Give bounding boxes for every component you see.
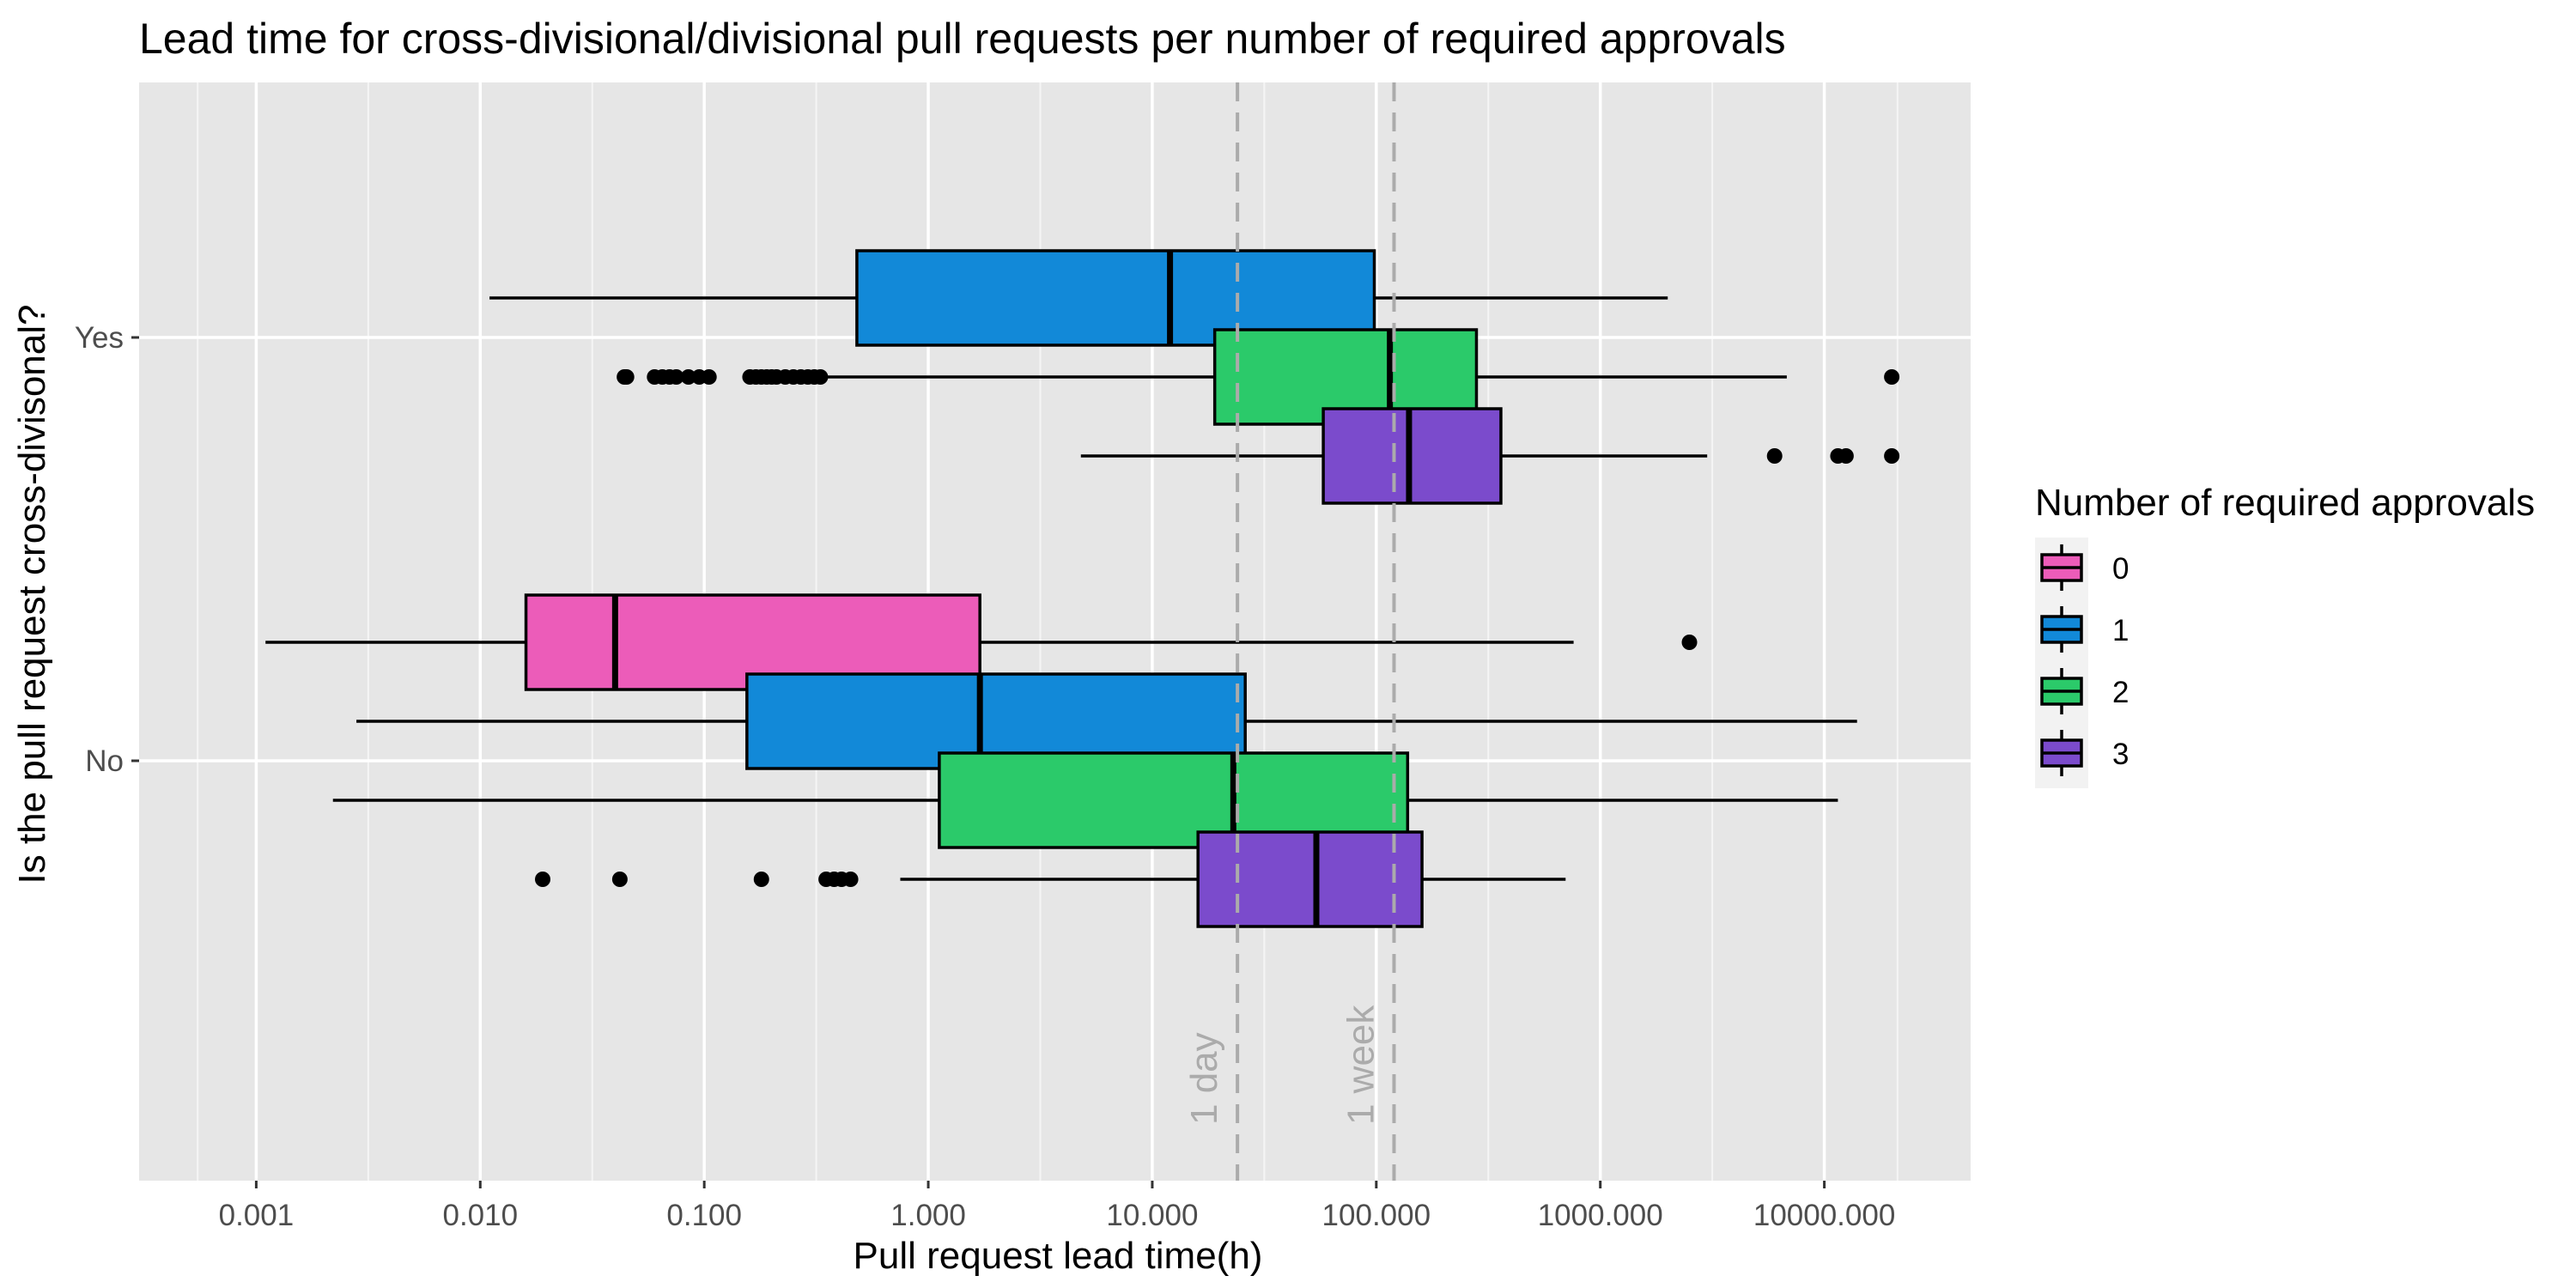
legend-label: 0 [2112, 552, 2129, 586]
x-tick-label: 100.000 [1322, 1199, 1431, 1232]
outlier-point [1681, 635, 1698, 650]
x-tick-label: 0.100 [666, 1199, 742, 1232]
box-approvals-3 [1321, 407, 1503, 505]
legend-label: 3 [2112, 738, 2129, 771]
legend-label: 2 [2112, 676, 2129, 709]
legend: 0 1 2 3 [2035, 538, 2129, 788]
chart-title: Lead time for cross-divisional/divisiona… [139, 15, 1786, 63]
x-tick-label: 10000.000 [1753, 1199, 1895, 1232]
outlier-point [1884, 448, 1900, 464]
y-tick-label: No [85, 744, 124, 778]
outlier-point [535, 872, 551, 887]
legend-title: Number of required approvals [2035, 482, 2535, 524]
reference-line-label: 1 day [1183, 1032, 1225, 1125]
outlier-point [701, 369, 717, 385]
outlier-point [668, 369, 684, 385]
x-tick-label: 0.010 [442, 1199, 518, 1232]
reference-line-label: 1 week [1340, 1005, 1382, 1125]
y-axis-title: Is the pull request cross-divisonal? [11, 305, 53, 884]
outlier-point [680, 369, 696, 385]
outlier-point [1838, 448, 1854, 464]
outlier-point [611, 872, 628, 887]
x-tick-label: 1.000 [890, 1199, 966, 1232]
outlier-point [1884, 369, 1900, 385]
outlier-point [618, 369, 635, 385]
outlier-point [1766, 448, 1783, 464]
outlier-point [812, 369, 829, 385]
outlier-point [842, 872, 859, 887]
plot-panel: 1 day 1 week 0.001 0.010 0.100 1.000 10.000 100… [75, 82, 1971, 1232]
x-axis-title: Pull request lead time(h) [854, 1235, 1263, 1277]
x-tick-label: 0.001 [219, 1199, 295, 1232]
plot-background [139, 82, 1971, 1181]
outlier-point [753, 872, 769, 887]
x-tick-label: 10.000 [1106, 1199, 1198, 1232]
y-tick-label: Yes [75, 321, 124, 355]
legend-label: 1 [2112, 614, 2129, 647]
x-tick-label: 1000.000 [1538, 1199, 1663, 1232]
box-approvals-3 [1196, 830, 1424, 928]
